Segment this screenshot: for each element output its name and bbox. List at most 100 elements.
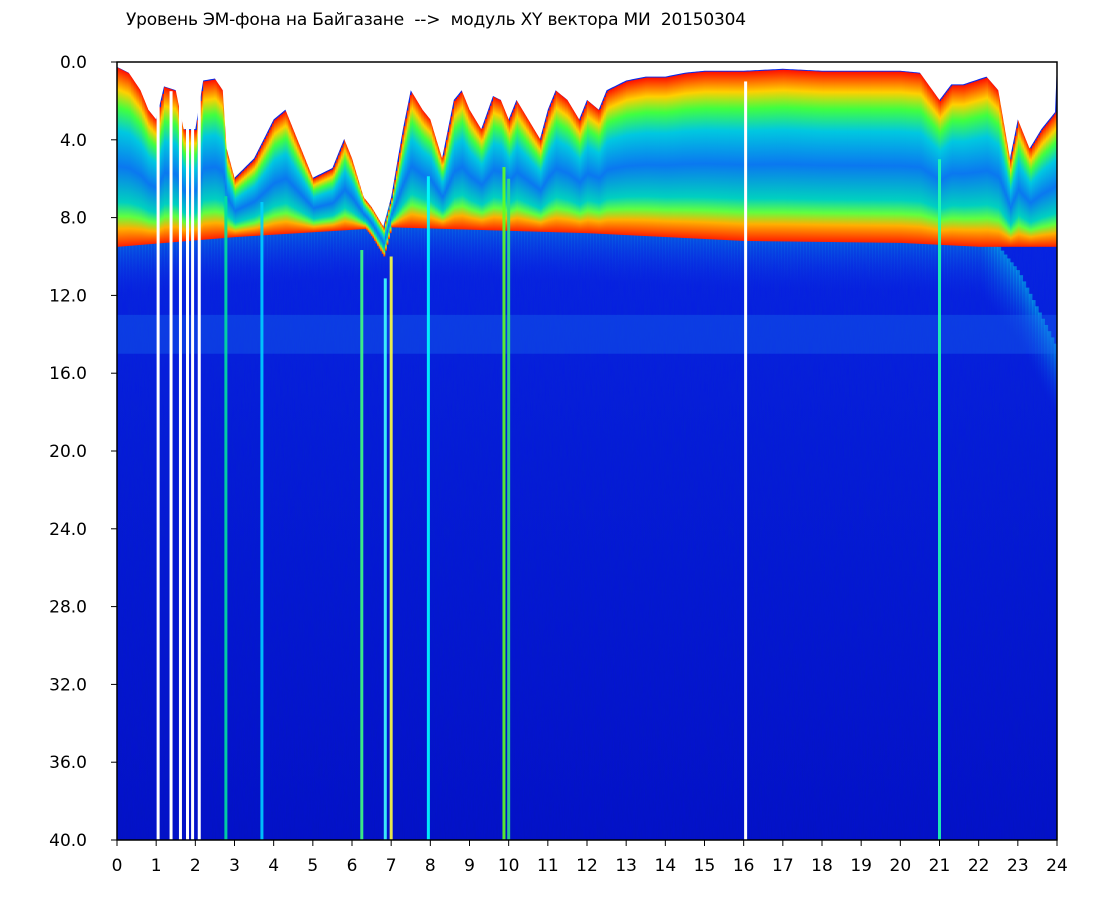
band-column <box>284 111 287 234</box>
band-column <box>740 71 743 241</box>
floor-column <box>1013 266 1017 339</box>
floor-column <box>414 204 419 277</box>
floor-column <box>771 217 776 290</box>
floor-column <box>558 208 563 281</box>
floor-column <box>355 206 359 279</box>
floor-column <box>436 205 441 278</box>
floor-column <box>145 221 149 294</box>
x-tick-label: 9 <box>464 856 475 876</box>
band-column <box>753 71 756 242</box>
floor-column <box>251 212 256 285</box>
floor-column <box>289 210 293 283</box>
band-column <box>670 76 672 238</box>
band-column <box>297 139 300 234</box>
floor-column <box>518 207 522 280</box>
band-column <box>721 71 724 240</box>
band-column <box>966 84 969 247</box>
band-column <box>870 71 873 243</box>
floor-column <box>449 205 453 278</box>
floor-column <box>605 210 610 283</box>
band-column <box>723 71 726 240</box>
band-column <box>706 71 709 240</box>
band-column <box>909 72 912 244</box>
band-column <box>176 95 179 242</box>
floor-column <box>323 208 328 281</box>
band-column <box>160 100 163 244</box>
floor-column <box>853 218 857 291</box>
band-column <box>848 71 851 243</box>
floor-column <box>934 221 939 294</box>
x-tick-label: 2 <box>190 856 201 876</box>
floor-column <box>793 218 798 291</box>
band-column <box>264 139 267 236</box>
floor-column <box>894 219 898 292</box>
band-column <box>322 174 325 232</box>
band-column <box>698 72 701 239</box>
floor-column <box>430 205 434 278</box>
band-column <box>467 106 470 230</box>
band-column <box>731 71 734 241</box>
y-tick-label: 8.0 <box>60 209 87 229</box>
band-column <box>400 143 403 228</box>
band-column <box>643 78 646 236</box>
band-column <box>206 80 209 240</box>
band-column <box>334 163 337 231</box>
band-column <box>964 84 967 247</box>
band-column <box>770 70 773 242</box>
floor-column <box>242 213 246 286</box>
band-column <box>649 77 652 237</box>
band-column <box>482 127 484 231</box>
band-column <box>441 156 444 229</box>
band-column <box>352 159 354 230</box>
data-gap <box>156 91 160 840</box>
band-column <box>591 104 594 234</box>
floor-column <box>361 205 366 278</box>
band-column <box>405 118 408 228</box>
band-column <box>375 214 378 244</box>
floor-column <box>706 215 710 288</box>
band-column <box>728 71 730 241</box>
band-column <box>305 159 307 233</box>
band-column <box>785 69 788 242</box>
floor-column <box>511 207 516 280</box>
band-column <box>171 89 174 243</box>
floor-column <box>583 209 588 282</box>
floor-column <box>640 212 644 285</box>
floor-column <box>480 206 485 279</box>
band-column <box>380 222 383 252</box>
band-column <box>953 85 956 246</box>
floor-column <box>461 206 466 279</box>
floor-column <box>1028 293 1033 366</box>
band-column <box>444 147 447 229</box>
band-column <box>732 71 735 241</box>
floor-column <box>646 212 651 285</box>
floor-column <box>721 216 726 289</box>
band-column <box>596 108 599 234</box>
band-column <box>419 105 422 229</box>
band-column <box>295 135 298 234</box>
band-column <box>422 110 425 229</box>
band-column <box>980 79 983 247</box>
floor-column <box>684 214 688 287</box>
band-column <box>399 152 401 228</box>
floor-column <box>154 220 159 293</box>
band-column <box>928 85 931 245</box>
band-column <box>829 71 832 243</box>
floor-column <box>765 217 770 290</box>
band-column <box>140 91 143 245</box>
band-column <box>286 112 289 234</box>
band-column <box>1041 130 1044 247</box>
band-column <box>433 130 436 229</box>
band-column <box>544 122 547 232</box>
band-column <box>1017 120 1020 247</box>
floor-column <box>800 218 804 291</box>
band-column <box>1055 112 1057 247</box>
data-gap <box>186 91 189 840</box>
floor-column <box>399 204 403 277</box>
band-column <box>261 145 264 236</box>
band-column <box>571 107 574 233</box>
band-column <box>660 77 663 237</box>
band-column <box>389 203 392 234</box>
band-column <box>201 91 204 240</box>
band-column <box>613 87 616 235</box>
